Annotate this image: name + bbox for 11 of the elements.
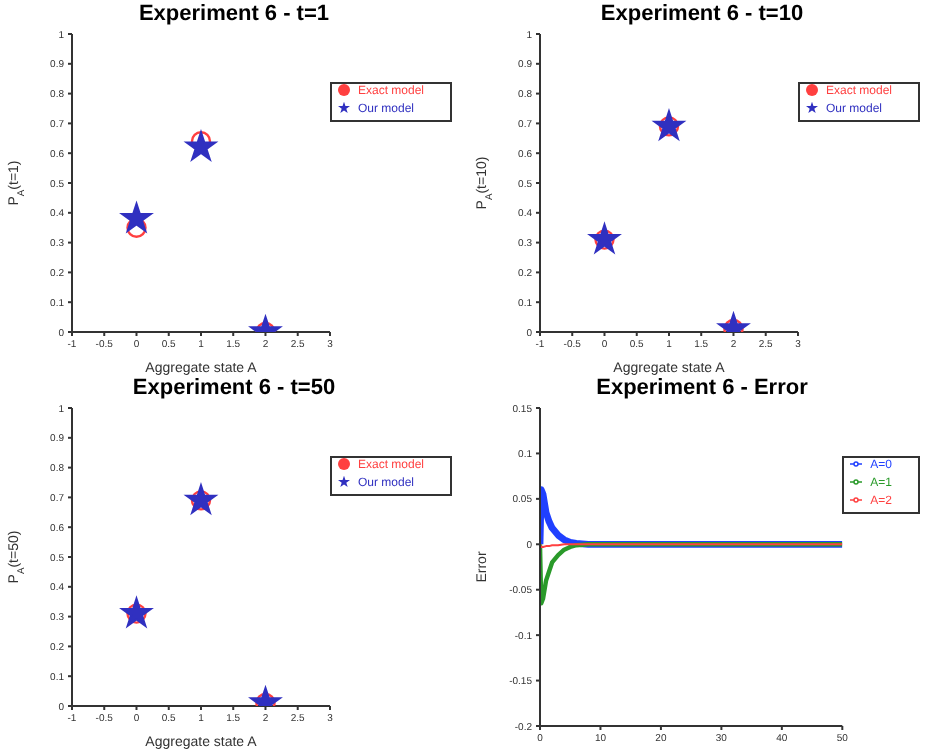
point	[185, 484, 217, 514]
chart-title: Experiment 6 - t=50	[130, 376, 338, 404]
point	[589, 223, 620, 253]
point	[121, 597, 152, 627]
point	[653, 110, 685, 140]
chart-title: Experiment 6 - t=1	[136, 2, 332, 30]
chart-title: Experiment 6 - Error	[594, 376, 810, 404]
point	[121, 202, 152, 232]
chart-title: Experiment 6 - t=10	[598, 2, 806, 30]
point	[185, 131, 217, 161]
line-series	[540, 542, 843, 606]
